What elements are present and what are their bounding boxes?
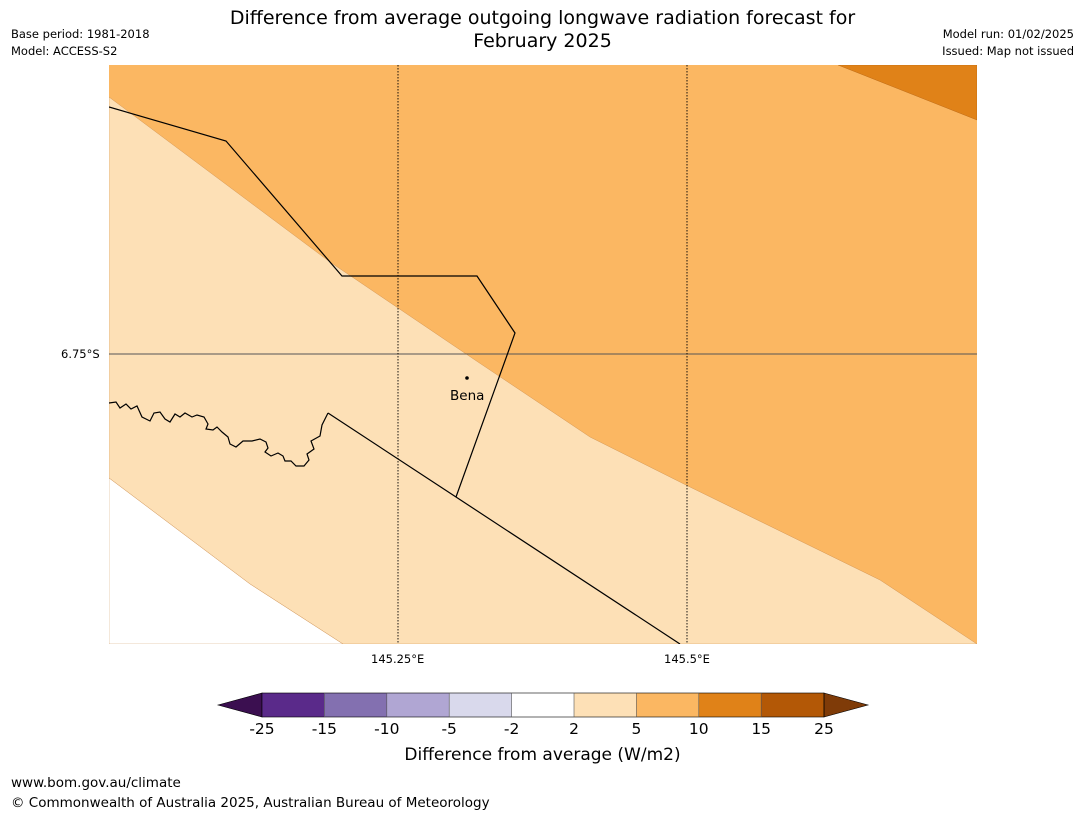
meta-right: Model run: 01/02/2025 Issued: Map not is… xyxy=(942,26,1074,60)
colorbar-tick: -25 xyxy=(249,720,275,738)
footer-url[interactable]: www.bom.gov.au/climate xyxy=(11,775,181,791)
colorbar-label: Difference from average (W/m2) xyxy=(404,745,681,765)
colorbar-seg-5 xyxy=(511,693,574,717)
boundary-wiggle xyxy=(109,401,329,467)
boundary-line-2 xyxy=(327,412,681,644)
model-run: Model run: 01/02/2025 xyxy=(942,27,1074,41)
footer-copyright: © Commonwealth of Australia 2025, Austra… xyxy=(11,795,490,811)
colorbar-seg-8 xyxy=(698,693,762,717)
colorbar-seg-2 xyxy=(324,693,387,717)
colorbar-seg-1 xyxy=(262,693,325,717)
colorbar-outline xyxy=(261,692,825,718)
title-line-1: Difference from average outgoing longwav… xyxy=(229,7,856,29)
map-title: Difference from average outgoing longwav… xyxy=(0,7,1085,53)
title-line-2: February 2025 xyxy=(473,30,612,52)
boundary-line-1 xyxy=(109,106,516,498)
band-10-15 xyxy=(837,65,977,121)
colorbar-tick: 25 xyxy=(814,720,834,738)
model-name: Model: ACCESS-S2 xyxy=(11,44,118,58)
lon-label-2: 145.5°E xyxy=(664,652,710,666)
meta-left: Base period: 1981-2018 Model: ACCESS-S2 xyxy=(11,26,150,60)
band-neutral xyxy=(109,477,344,644)
colorbar-arrow-right xyxy=(823,692,870,718)
colorbar-tick: 2 xyxy=(569,720,579,738)
colorbar-tick: 10 xyxy=(688,720,709,738)
place-label-bena: Bena xyxy=(450,388,485,404)
colorbar-arrow-left xyxy=(216,692,263,718)
issued-status: Issued: Map not issued xyxy=(942,44,1074,58)
lat-label: 6.75°S xyxy=(61,347,100,361)
colorbar-tick: 15 xyxy=(751,720,772,738)
colorbar-tick: -10 xyxy=(374,720,400,738)
colorbar-tick: -2 xyxy=(503,720,520,738)
colorbar-seg-9 xyxy=(761,693,824,717)
colorbar-seg-6 xyxy=(574,693,637,717)
colorbar-tick: -15 xyxy=(311,720,338,738)
base-period: Base period: 1981-2018 xyxy=(11,27,150,41)
colorbar-seg-3 xyxy=(386,693,450,717)
colorbar-tick: -5 xyxy=(441,720,457,738)
colorbar-tick: 5 xyxy=(631,720,642,738)
lon-label-1: 145.25°E xyxy=(371,652,425,666)
colorbar-seg-7 xyxy=(636,693,699,717)
bena-marker xyxy=(465,376,469,380)
colorbar-seg-4 xyxy=(449,693,512,717)
colorbar xyxy=(216,692,870,718)
